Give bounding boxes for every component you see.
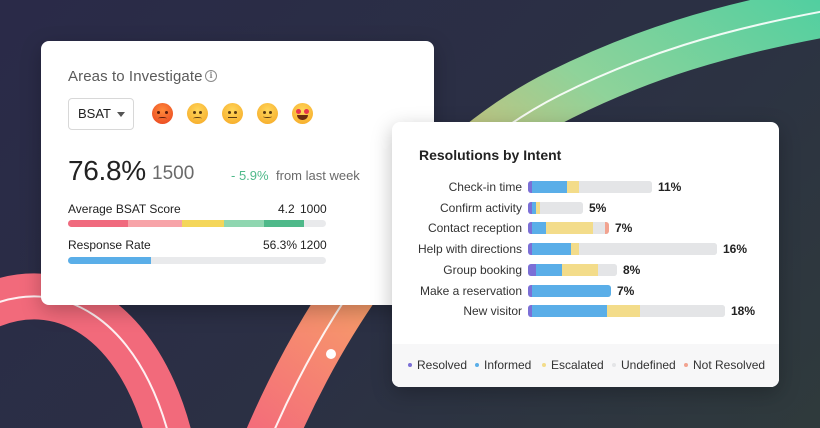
bsat-segment-1	[68, 220, 128, 227]
intent-label: Make a reservation	[419, 283, 522, 298]
segment-informed	[532, 243, 571, 256]
legend-label-escalated: Escalated	[551, 358, 604, 372]
legend-dot-resolved	[408, 362, 412, 367]
chevron-down-icon	[117, 112, 125, 117]
intent-label: Group booking	[443, 262, 522, 277]
intent-bar[interactable]	[528, 222, 609, 235]
segment-undefined	[579, 243, 717, 256]
legend-not-resolved: Not Resolved	[684, 358, 765, 372]
resolutions-title: Resolutions by Intent	[419, 147, 562, 163]
intent-percent: 18%	[731, 304, 756, 319]
info-icon[interactable]: i	[205, 70, 217, 82]
weekly-delta: - 5.9%	[231, 168, 269, 183]
intent-label: Contact reception	[427, 221, 522, 236]
segment-escalated	[562, 263, 598, 276]
segment-informed	[532, 201, 536, 214]
segment-informed	[532, 181, 567, 193]
legend: Resolved Informed Escalated Undefined No…	[392, 344, 779, 387]
legend-label-resolved: Resolved	[417, 358, 468, 372]
bsat-segment-2	[128, 220, 182, 227]
intent-percent: 16%	[723, 242, 748, 257]
dropdown-selected: BSAT	[78, 106, 111, 121]
intent-percent: 7%	[615, 221, 633, 236]
angry-face-icon[interactable]	[152, 103, 173, 124]
delta-label: from last week	[276, 168, 360, 183]
slightly-smiling-face-icon[interactable]	[257, 103, 278, 124]
bsat-segment-5	[264, 220, 304, 227]
intent-bar[interactable]	[528, 284, 611, 297]
segment-resolved	[528, 243, 532, 256]
neutral-face-icon[interactable]	[222, 103, 243, 124]
areas-title: Areas to Investigate	[68, 68, 203, 85]
legend-escalated: Escalated	[542, 358, 604, 372]
response-rate-value: 56.3%	[263, 238, 298, 252]
segment-resolved	[528, 181, 532, 193]
legend-dot-undefined	[612, 362, 616, 367]
segment-informed	[532, 222, 546, 235]
legend-dot-escalated	[542, 362, 546, 367]
legend-label-not-resolved: Not Resolved	[693, 358, 766, 372]
intent-label: New visitor	[463, 304, 522, 319]
slightly-frowning-face-icon[interactable]	[187, 103, 208, 124]
areas-to-investigate-card: Areas to Investigate i BSAT 76.8% 1500 -…	[41, 41, 434, 305]
intent-label: Confirm activity	[439, 200, 522, 215]
resolutions-by-intent-card: Resolutions by Intent Check-in time 11% Co…	[392, 122, 779, 387]
avg-bsat-value: 4.2	[278, 202, 295, 216]
bsat-segment-4	[224, 220, 264, 227]
segment-undefined	[579, 181, 652, 193]
intent-bar[interactable]	[528, 181, 652, 193]
legend-dot-informed	[475, 362, 479, 367]
bsat-segment-3	[182, 220, 224, 227]
segment-undefined	[540, 201, 583, 214]
segment-informed	[536, 263, 562, 276]
segment-not-resolved	[605, 222, 609, 235]
segment-undefined	[640, 305, 725, 318]
intent-bar[interactable]	[528, 201, 583, 214]
intent-bar[interactable]	[528, 263, 617, 276]
bsat-score: 76.8%	[68, 155, 146, 186]
segment-resolved	[528, 222, 532, 235]
intent-percent: 5%	[589, 200, 607, 215]
intent-bar[interactable]	[528, 305, 725, 318]
segment-undefined	[593, 222, 605, 235]
segment-escalated	[546, 222, 593, 235]
legend-undefined: Undefined	[612, 358, 676, 372]
intent-percent: 11%	[658, 180, 682, 194]
segment-informed	[532, 284, 611, 297]
segment-resolved	[528, 201, 532, 214]
response-rate-count: 1200	[300, 238, 327, 252]
intent-label: Help with directions	[417, 242, 522, 257]
intent-label: Check-in time	[448, 180, 522, 194]
legend-resolved: Resolved	[408, 358, 467, 372]
bsat-dropdown[interactable]: BSAT	[68, 98, 134, 130]
legend-dot-not-resolved	[684, 362, 688, 367]
intent-percent: 8%	[623, 262, 641, 277]
segment-informed	[532, 305, 607, 318]
intent-bar[interactable]	[528, 243, 717, 256]
segment-resolved	[528, 263, 536, 276]
response-rate-label: Response Rate	[68, 238, 151, 252]
avg-bsat-label: Average BSAT Score	[68, 202, 181, 216]
legend-label-undefined: Undefined	[621, 358, 676, 372]
legend-informed: Informed	[475, 358, 531, 372]
segment-undefined	[598, 263, 617, 276]
segment-escalated	[567, 181, 579, 193]
segment-escalated	[607, 305, 640, 318]
segment-escalated	[536, 201, 540, 214]
segment-escalated	[571, 243, 579, 256]
response-rate-fill	[68, 257, 151, 264]
segment-resolved	[528, 284, 532, 297]
response-rate-bar	[68, 257, 326, 264]
bsat-count: 1500	[152, 163, 195, 184]
avg-bsat-bar	[68, 220, 326, 227]
heart-eyes-face-icon[interactable]	[292, 103, 313, 124]
intent-percent: 7%	[617, 283, 635, 298]
legend-label-informed: Informed	[484, 358, 532, 372]
segment-resolved	[528, 305, 532, 318]
avg-bsat-count: 1000	[300, 202, 327, 216]
